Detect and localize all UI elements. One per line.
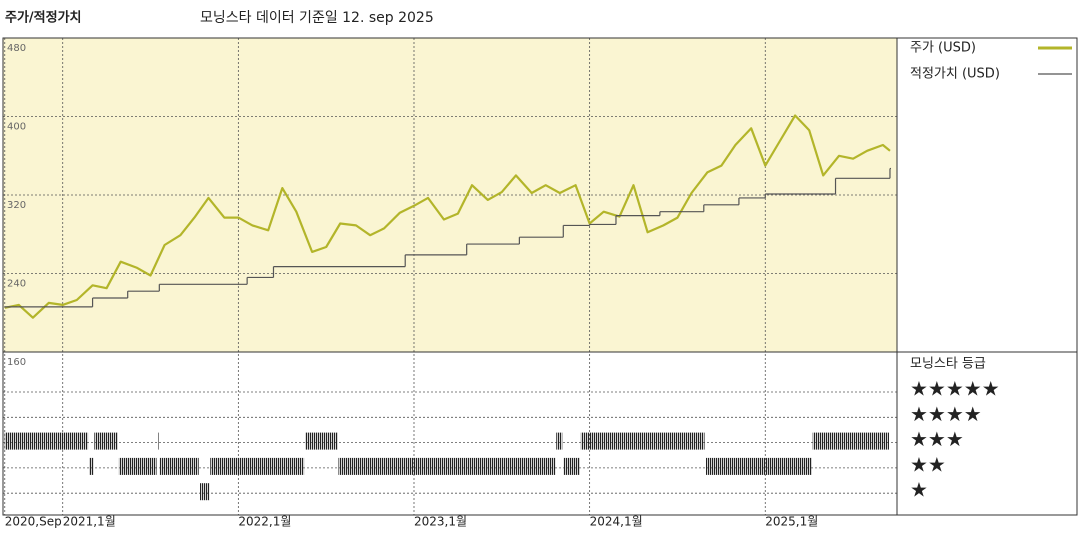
rating-level-label: ★★★★★ <box>910 377 1000 401</box>
rating-bar <box>94 432 118 450</box>
rating-bar <box>199 483 210 501</box>
rating-bar <box>705 457 812 475</box>
rating-bar <box>338 457 556 475</box>
rating-level-label: ★ <box>910 478 928 502</box>
rating-bar <box>89 457 94 475</box>
price-line <box>4 114 891 319</box>
x-tick-label: 2024,1월 <box>590 515 643 529</box>
rating-level-label: ★★ <box>910 452 946 476</box>
x-tick-label: 2022,1월 <box>238 515 291 529</box>
rating-title: 모닝스타 등급 <box>910 357 986 372</box>
rating-bar <box>210 457 305 475</box>
rating-level-label: ★★★★ <box>910 402 982 426</box>
y-tick-label: 160 <box>7 357 26 368</box>
chart-title: 주가/적정가치 <box>5 10 82 26</box>
legend-label: 주가 (USD) <box>910 41 976 56</box>
rating-bar <box>157 432 159 450</box>
frame <box>2 37 1078 516</box>
chart-subtitle: 모닝스타 데이터 기준일 12. sep 2025 <box>200 10 434 26</box>
rating-bar <box>4 432 89 450</box>
legend-label: 적정가치 (USD) <box>910 67 1000 82</box>
rating-bar <box>118 457 157 475</box>
y-tick-label: 400 <box>7 122 26 133</box>
x-tick-label: 2023,1월 <box>414 515 467 529</box>
y-tick-label: 480 <box>7 43 26 54</box>
rating-bar <box>305 432 338 450</box>
rating-bar <box>812 432 889 450</box>
x-tick-label: 2025,1월 <box>765 515 818 529</box>
rating-bar <box>556 432 563 450</box>
rating-bar <box>563 457 580 475</box>
y-tick-label: 320 <box>7 200 26 211</box>
y-tick-label: 240 <box>7 279 26 290</box>
x-tick-label: 2021,1월 <box>63 515 116 529</box>
plot-background <box>3 38 897 352</box>
x-tick-label: 2020,Sep <box>5 515 62 529</box>
rating-bar <box>580 432 705 450</box>
rating-bar <box>159 457 199 475</box>
rating-level-label: ★★★ <box>910 427 964 451</box>
